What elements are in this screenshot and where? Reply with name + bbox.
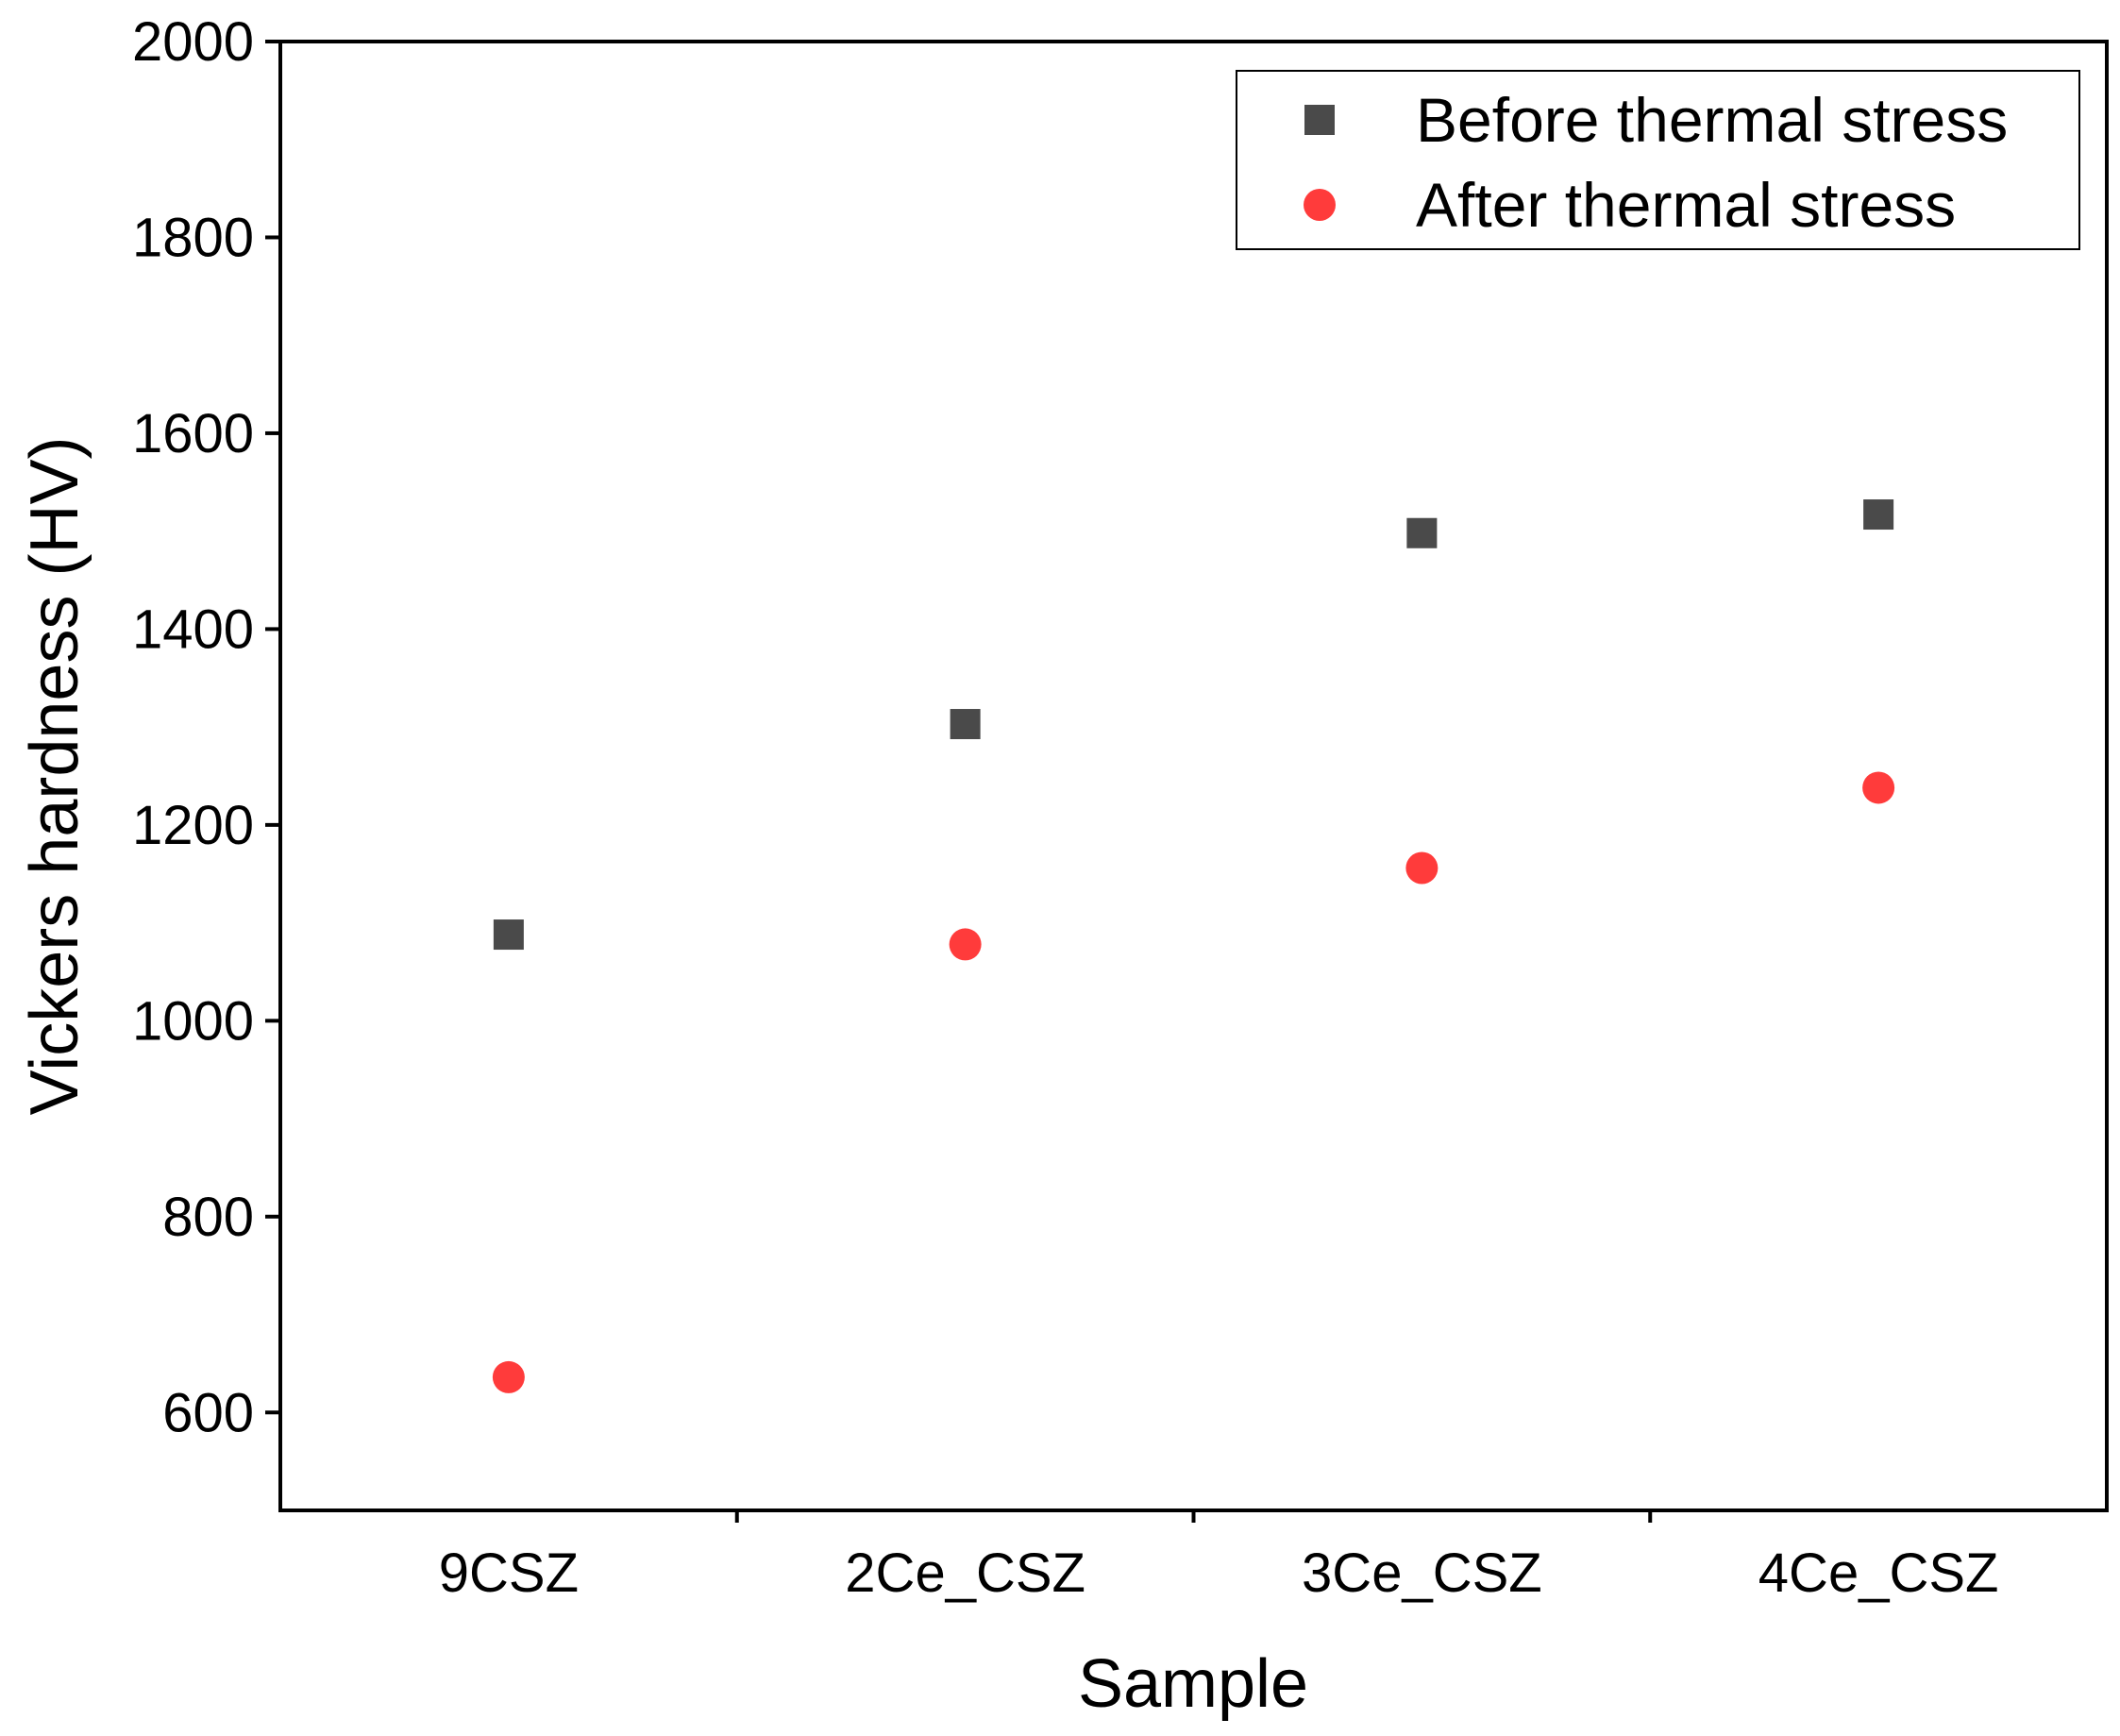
legend-label: Before thermal stress: [1416, 85, 2008, 155]
legend-items: Before thermal stress After thermal stres…: [1304, 85, 2008, 240]
x-tick-label: 2Ce_CSZ: [845, 1542, 1085, 1604]
data-point-after: [492, 1360, 525, 1393]
legend: Before thermal stress After thermal stres…: [1236, 70, 2080, 250]
y-axis-label: Vickers hardness (HV): [17, 437, 93, 1116]
y-tick-label: 1000: [132, 990, 254, 1052]
y-tick-label: 800: [162, 1187, 254, 1248]
y-tick-label: 1400: [132, 598, 254, 660]
y-tick-label: 2000: [132, 11, 254, 73]
legend-marker: [1304, 189, 1336, 221]
marks-layer: [492, 499, 1895, 1393]
y-tick-label: 600: [162, 1382, 254, 1443]
data-point-after: [1405, 851, 1439, 885]
y-tick-label: 1200: [132, 795, 254, 856]
data-point-before: [950, 709, 981, 740]
legend-label: After thermal stress: [1416, 170, 1956, 240]
ticks-layer: 600 800 1000 1200 1400 1600 1800 2000 9CSZ 2Ce_CS…: [132, 11, 1998, 1604]
data-point-after: [1862, 771, 1895, 804]
data-point-after: [949, 928, 982, 961]
y-tick-label: 1800: [132, 207, 254, 268]
x-tick-label: 4Ce_CSZ: [1758, 1542, 1999, 1604]
legend-box: [1236, 70, 2080, 250]
plot-frame: [278, 40, 2109, 1512]
data-point-before: [493, 919, 524, 951]
data-point-before: [1863, 499, 1894, 531]
data-point-before: [1406, 517, 1438, 548]
legend-marker: [1304, 105, 1335, 135]
y-tick-label: 1600: [132, 403, 254, 464]
x-tick-label: 3Ce_CSZ: [1302, 1542, 1542, 1604]
x-tick-label: 9CSZ: [439, 1542, 579, 1604]
x-axis-label: Sample: [1078, 1646, 1308, 1722]
